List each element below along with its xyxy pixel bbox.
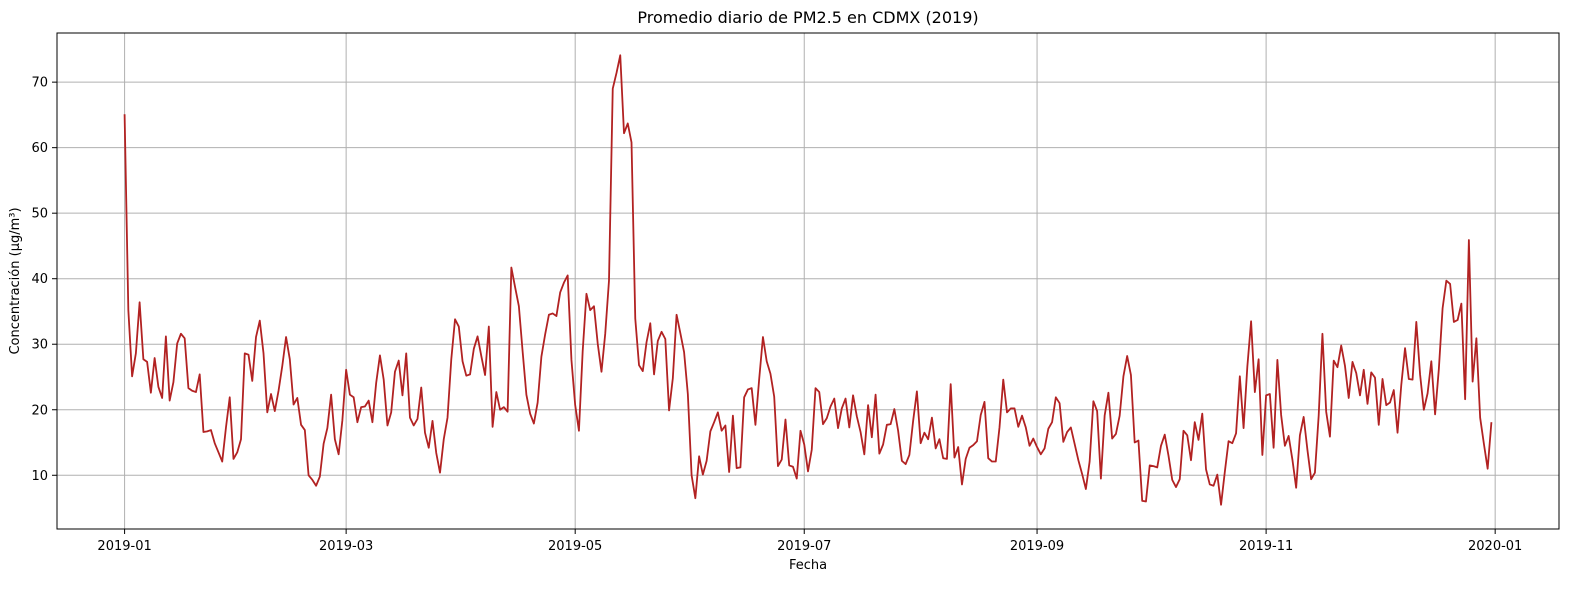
- y-tick-label: 70: [31, 76, 48, 91]
- plot-area: [123, 54, 1493, 506]
- plot-frame: [56, 32, 1560, 530]
- y-tick-label: 60: [31, 141, 48, 156]
- x-axis-ticks: 2019-01 2019-03 2019-05 2019-07 2019-09 2019-…: [97, 529, 1522, 554]
- x-tick-label: 2019-09: [1010, 539, 1064, 554]
- series-line-pm25: [123, 54, 1493, 506]
- y-axis-ticks: 10 20 30 40 50 60 70: [31, 76, 57, 484]
- y-tick-label: 40: [31, 272, 48, 287]
- x-tick-label: 2019-07: [777, 539, 831, 554]
- x-tick-label: 2020-01: [1468, 539, 1522, 554]
- grid-lines: [57, 33, 1559, 529]
- chart-title: Promedio diario de PM2.5 en CDMX (2019): [637, 8, 978, 27]
- x-axis-label: Fecha: [789, 558, 827, 573]
- x-tick-label: 2019-11: [1239, 539, 1293, 554]
- y-tick-label: 50: [31, 207, 48, 222]
- y-tick-label: 30: [31, 338, 48, 353]
- x-tick-label: 2019-03: [319, 539, 373, 554]
- y-axis-label: Concentración (µg/m³): [8, 207, 23, 354]
- x-tick-label: 2019-05: [548, 539, 602, 554]
- y-tick-label: 20: [31, 403, 48, 418]
- x-tick-label: 2019-01: [97, 539, 151, 554]
- y-tick-label: 10: [31, 469, 48, 484]
